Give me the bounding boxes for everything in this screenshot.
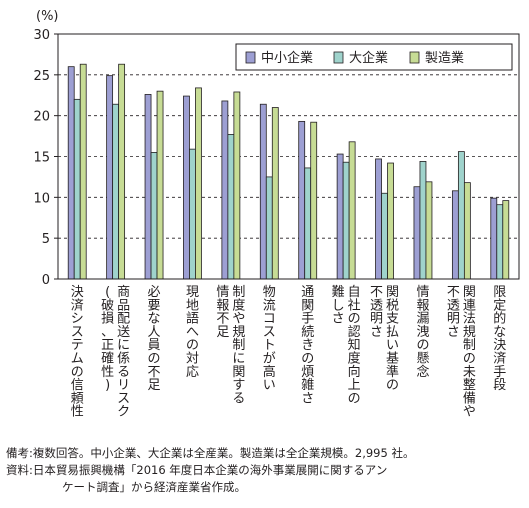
y-axis-label: (%) (36, 9, 59, 24)
x-tick-label: 関税支払い基準の (386, 285, 399, 393)
x-tick-label: 決済システムの信頼性 (71, 285, 84, 420)
bar (79, 63, 87, 280)
y-tick-label: 10 (33, 191, 50, 206)
y-tick-label: 5 (42, 232, 50, 247)
bar (419, 160, 427, 280)
bar (189, 148, 196, 280)
bar (387, 162, 394, 280)
bar (156, 90, 164, 280)
bar-group (221, 91, 241, 280)
bar-group (490, 197, 510, 280)
y-tick-label: 30 (33, 28, 50, 43)
legend-swatch (409, 51, 420, 64)
bar (259, 103, 267, 280)
bar (112, 103, 120, 280)
bar (221, 100, 229, 280)
x-axis-labels: 決済システムの信頼性 商品配送に係るリスク(破損、正確性) 必要な人員の不足 現地語へ… (71, 285, 507, 420)
x-tick-label: 物流コストが高い (263, 285, 276, 393)
bar (233, 91, 241, 280)
legend-box (235, 43, 513, 71)
x-tick-label: 情報不足 (216, 285, 229, 340)
y-tick-label: 20 (33, 110, 50, 125)
bar-group (259, 103, 279, 280)
x-tick-label: 現地語への対応 (186, 285, 199, 380)
bar (375, 158, 382, 280)
bar (73, 98, 81, 280)
y-tick-label: 0 (42, 273, 50, 288)
y-tick-label: 15 (33, 151, 50, 166)
x-tick-label: 情報漏洩の懸念 (416, 285, 429, 380)
legend-label: 製造業 (425, 50, 464, 66)
bar-group (67, 63, 87, 280)
bar (413, 186, 421, 280)
bar (425, 181, 433, 280)
y-axis: 0 5 10 15 20 25 30 (%) (33, 9, 58, 288)
bar (496, 204, 504, 280)
bar (150, 152, 158, 280)
bar (118, 63, 126, 280)
note-remark: 備考:複数回答。中小企業、大企業は全産業。製造業は全企業規模。2,995 社。 (6, 446, 415, 460)
bar (381, 192, 388, 280)
x-tick-label: 関連法規制の未整備や (463, 285, 476, 420)
bar (298, 120, 306, 280)
bar (348, 141, 356, 280)
x-tick-label: 必要な人員の不足 (148, 285, 161, 393)
bar (490, 197, 498, 280)
bar (227, 134, 235, 280)
bar (451, 190, 459, 280)
legend-swatch (333, 51, 344, 64)
x-tick-label: 自社の認知度向上の (348, 285, 361, 406)
bar-group (336, 141, 356, 280)
x-tick-label: (破損、正確性) (101, 285, 114, 393)
legend-label: 大企業 (349, 50, 388, 66)
note-source-continued: ケート調査」から経済産業省作成。 (62, 480, 246, 494)
bar (265, 176, 273, 280)
bar (271, 107, 279, 280)
bar (304, 167, 312, 280)
bar (457, 151, 465, 280)
bar (195, 87, 202, 280)
x-tick-label: 制度や規制に関する (232, 285, 245, 406)
legend: 中小企業 大企業 製造業 (235, 43, 513, 71)
plot-frame (57, 33, 520, 280)
x-tick-label: 不透明さ (370, 285, 383, 340)
bar-chart: 0 5 10 15 20 25 30 (%) 決済システムの信頼性 商品配送に係るリスク(破損、… (33, 9, 520, 420)
bar-group (451, 151, 471, 280)
bar (336, 153, 344, 280)
x-tick-label: 限定的な決済手段 (493, 285, 506, 393)
note-source: 資料:日本貿易振興機構「2016 年度日本企業の海外事業展開に関するアン (6, 463, 388, 477)
bar (106, 75, 114, 280)
legend-label: 中小企業 (261, 50, 313, 66)
bar (342, 161, 350, 280)
bar-group (413, 160, 433, 280)
grid-lines (58, 74, 519, 239)
bar-group (183, 87, 202, 280)
bar-group (106, 63, 126, 280)
bar (67, 66, 75, 280)
bar-groups (67, 63, 510, 280)
x-tick-label: 難しさ (332, 285, 345, 327)
bar (144, 94, 152, 280)
bar (463, 182, 471, 280)
x-tick-label: 通関手続きの煩雑さ (301, 285, 314, 406)
x-tick-label: 不透明さ (447, 285, 460, 340)
y-tick-label: 25 (33, 69, 50, 84)
bar-group (375, 158, 394, 280)
bar (310, 121, 318, 280)
bar-group (298, 120, 318, 280)
legend-swatch (245, 51, 256, 64)
bar-group (144, 90, 164, 280)
bar (183, 95, 190, 280)
x-tick-label: 商品配送に係るリスク (117, 285, 130, 420)
bar (502, 200, 510, 280)
